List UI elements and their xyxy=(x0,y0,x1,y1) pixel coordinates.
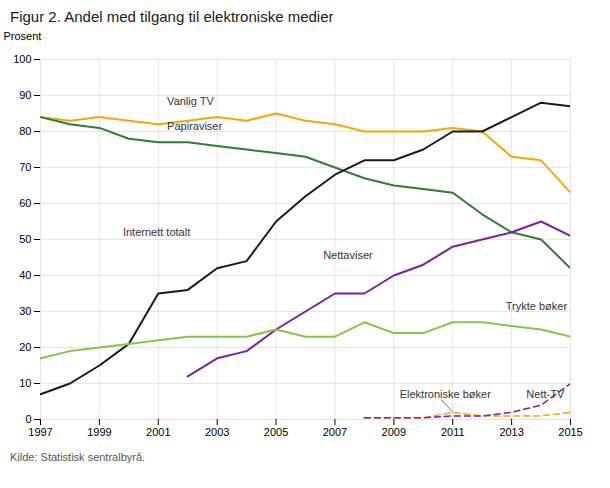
svg-text:30: 30 xyxy=(19,305,31,317)
svg-text:60: 60 xyxy=(19,197,31,209)
svg-text:Prosent: Prosent xyxy=(4,30,42,42)
svg-text:Nettaviser: Nettaviser xyxy=(323,249,373,261)
svg-text:2001: 2001 xyxy=(146,426,170,438)
svg-text:Vanlig TV: Vanlig TV xyxy=(167,95,214,107)
svg-text:10: 10 xyxy=(19,377,31,389)
svg-text:Internett totalt: Internett totalt xyxy=(123,226,190,238)
svg-text:70: 70 xyxy=(19,161,31,173)
svg-text:90: 90 xyxy=(19,89,31,101)
svg-text:2007: 2007 xyxy=(323,426,347,438)
svg-text:Papiraviser: Papiraviser xyxy=(167,120,222,132)
svg-text:Elektroniske bøker: Elektroniske bøker xyxy=(400,388,491,400)
svg-text:2013: 2013 xyxy=(499,426,523,438)
svg-text:100: 100 xyxy=(13,53,31,65)
svg-text:Trykte bøker: Trykte bøker xyxy=(506,300,568,312)
svg-text:2011: 2011 xyxy=(441,426,465,438)
svg-text:0: 0 xyxy=(25,413,31,425)
svg-text:2005: 2005 xyxy=(264,426,288,438)
svg-text:2009: 2009 xyxy=(382,426,406,438)
svg-text:80: 80 xyxy=(19,125,31,137)
svg-text:1997: 1997 xyxy=(28,426,52,438)
svg-text:40: 40 xyxy=(19,269,31,281)
svg-text:20: 20 xyxy=(19,341,31,353)
svg-text:50: 50 xyxy=(19,233,31,245)
svg-text:1999: 1999 xyxy=(87,426,111,438)
svg-text:2015: 2015 xyxy=(558,426,582,438)
html-text:Kilde: Statistisk sentralbyrå.: Kilde: Statistisk sentralbyrå. xyxy=(10,451,146,463)
svg-text:Nett-TV: Nett-TV xyxy=(526,388,565,400)
html-text:Figur 2. Andel med tilgang til: Figur 2. Andel med tilgang til elektroni… xyxy=(10,8,334,25)
svg-text:2003: 2003 xyxy=(205,426,229,438)
